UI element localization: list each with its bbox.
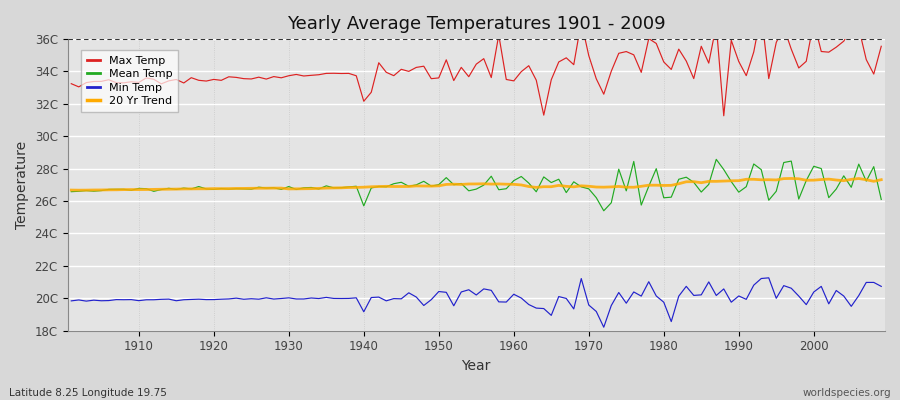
Title: Yearly Average Temperatures 1901 - 2009: Yearly Average Temperatures 1901 - 2009	[287, 15, 666, 33]
Text: Latitude 8.25 Longitude 19.75: Latitude 8.25 Longitude 19.75	[9, 388, 166, 398]
Text: worldspecies.org: worldspecies.org	[803, 388, 891, 398]
X-axis label: Year: Year	[462, 359, 491, 373]
Legend: Max Temp, Mean Temp, Min Temp, 20 Yr Trend: Max Temp, Mean Temp, Min Temp, 20 Yr Tre…	[81, 50, 178, 112]
Y-axis label: Temperature: Temperature	[15, 141, 29, 229]
